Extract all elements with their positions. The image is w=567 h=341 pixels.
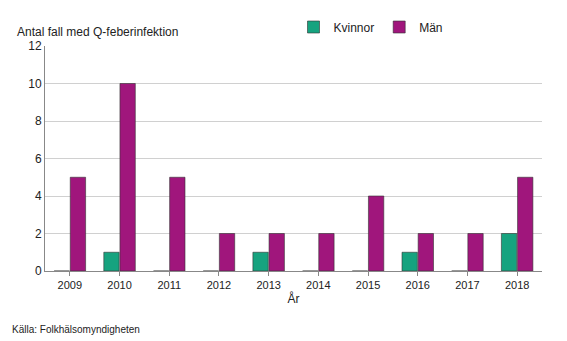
svg-text:8: 8 — [35, 114, 42, 128]
svg-text:2010: 2010 — [107, 279, 131, 291]
svg-text:0: 0 — [35, 264, 42, 278]
svg-text:År: År — [288, 291, 300, 306]
svg-text:2011: 2011 — [157, 279, 181, 291]
svg-text:2017: 2017 — [455, 279, 479, 291]
svg-text:12: 12 — [28, 39, 42, 53]
svg-text:2015: 2015 — [356, 279, 380, 291]
svg-text:Män: Män — [419, 21, 442, 35]
svg-text:Kvinnor: Kvinnor — [334, 21, 375, 35]
svg-text:2012: 2012 — [207, 279, 231, 291]
svg-text:Källa: Folkhälsomyndigheten: Källa: Folkhälsomyndigheten — [12, 324, 140, 335]
svg-text:2: 2 — [35, 227, 42, 241]
svg-text:2014: 2014 — [306, 279, 330, 291]
svg-text:2013: 2013 — [256, 279, 280, 291]
svg-text:6: 6 — [35, 152, 42, 166]
svg-text:2018: 2018 — [505, 279, 529, 291]
svg-text:10: 10 — [28, 77, 42, 91]
svg-text:Antal fall med Q-feberinfektio: Antal fall med Q-feberinfektion — [17, 25, 178, 39]
svg-text:2009: 2009 — [58, 279, 82, 291]
svg-text:2016: 2016 — [406, 279, 430, 291]
svg-text:4: 4 — [35, 189, 42, 203]
